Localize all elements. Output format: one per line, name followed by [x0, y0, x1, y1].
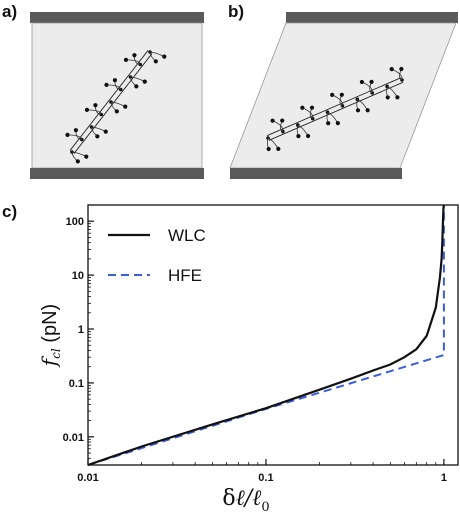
y-tick-label: 100	[66, 216, 84, 228]
side-chain-end	[369, 79, 374, 85]
x-axis-label: δℓ/ℓ0	[222, 486, 269, 515]
backbone-edge	[73, 53, 153, 154]
backbone-edge	[268, 81, 404, 141]
side-chain-end	[123, 104, 128, 109]
side-chain-end	[385, 95, 390, 100]
side-chain-end	[266, 146, 271, 152]
side-chain-end	[339, 92, 344, 97]
side-chain-end	[84, 107, 90, 112]
backbone-edge	[69, 50, 149, 151]
backbone-node	[325, 110, 330, 115]
side-chain	[106, 84, 122, 90]
side-chain-end	[103, 129, 108, 134]
side-chain-end	[365, 108, 370, 113]
side-chain-end	[300, 105, 305, 110]
side-chain	[86, 109, 102, 115]
legend: WLC HFE	[108, 226, 206, 285]
side-chain-end	[84, 154, 89, 159]
side-chain-end	[330, 92, 335, 97]
side-chain-end	[309, 105, 315, 110]
side-chain-end	[95, 134, 100, 139]
panel-a-top-plate	[30, 12, 204, 23]
panel-a-box	[31, 22, 203, 169]
side-chain-end	[399, 66, 404, 72]
panel-b-bottom-plate	[230, 168, 402, 179]
panel-b-polymer-chain	[266, 66, 404, 152]
side-chain-end	[65, 132, 70, 137]
legend-hfe-label: HFE	[168, 266, 202, 285]
y-tick-label: 10	[72, 270, 84, 282]
x-axis-ticks: 0.01 0.1 1	[77, 459, 447, 484]
side-chain-end	[112, 78, 118, 83]
panel-b-label: b)	[228, 2, 245, 21]
side-chain-end	[132, 53, 137, 58]
wlc-series-line	[87, 204, 445, 467]
hfe-series-line	[87, 205, 445, 466]
panel-a-bottom-plate	[30, 168, 204, 179]
side-chain-end	[73, 128, 79, 133]
side-chain-end	[134, 84, 139, 89]
side-chain-end	[326, 121, 331, 126]
panel-b-top-plate	[286, 12, 458, 23]
y-axis-label: fcl (pN)	[37, 304, 63, 368]
panel-c-label: c)	[2, 202, 18, 221]
plot-frame	[87, 204, 459, 466]
side-chain-end	[280, 118, 285, 123]
legend-wlc-label: WLC	[168, 226, 206, 245]
panel-a-polymer-chain	[65, 50, 167, 164]
x-tick-label: 1	[441, 472, 447, 484]
side-chain-end	[123, 57, 129, 62]
side-chain-end	[104, 82, 109, 87]
panel-a-label: a)	[2, 2, 18, 21]
x-tick-label: 0.1	[258, 472, 273, 484]
y-tick-label: 0.1	[69, 378, 84, 390]
panel-b-schematic	[229, 12, 458, 179]
side-chain-end	[142, 79, 147, 84]
side-chain-end	[270, 118, 275, 123]
side-chain-end	[305, 133, 311, 139]
side-chain	[67, 134, 83, 140]
side-chain-end	[153, 59, 158, 64]
side-chain	[125, 59, 141, 65]
side-chain-end	[93, 103, 98, 108]
side-chain-end	[276, 146, 281, 151]
panel-a-schematic	[30, 12, 204, 179]
side-chain-end	[355, 108, 361, 113]
side-chain-end	[359, 79, 365, 85]
y-tick-label: 0.01	[63, 432, 84, 444]
side-chain-end	[296, 133, 301, 139]
side-chain-end	[335, 121, 340, 126]
backbone-edge	[266, 77, 402, 137]
side-chain-end	[389, 67, 394, 72]
side-chain-end	[75, 159, 80, 164]
y-tick-label: 1	[78, 324, 84, 336]
side-chain-end	[395, 95, 400, 100]
side-chain-end	[162, 54, 167, 59]
y-axis-ticks: 0.01 0.1 1 10 100	[63, 204, 94, 466]
side-chain-end	[114, 109, 119, 114]
x-tick-label: 0.01	[77, 472, 98, 484]
